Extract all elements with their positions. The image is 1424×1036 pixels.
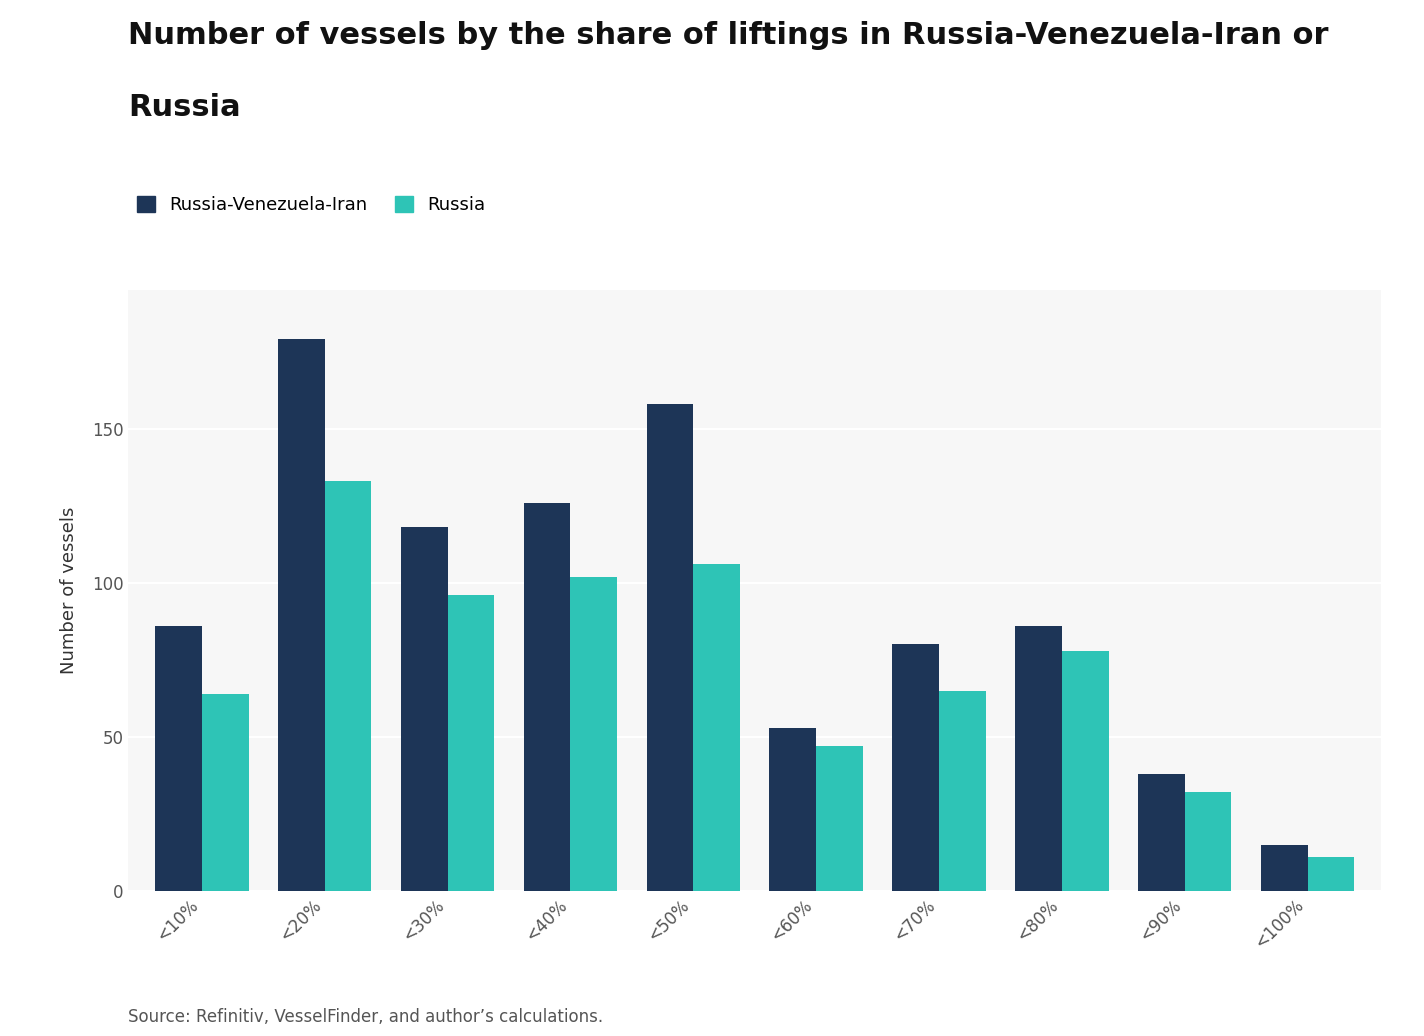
Text: Russia: Russia <box>128 93 241 122</box>
Bar <box>571 577 617 891</box>
Bar <box>524 502 571 891</box>
Bar <box>816 746 863 891</box>
Bar <box>1307 857 1354 891</box>
Bar <box>1185 793 1232 891</box>
Bar <box>278 340 325 891</box>
Bar <box>402 527 447 891</box>
Bar <box>202 694 249 891</box>
Bar <box>646 404 693 891</box>
Y-axis label: Number of vessels: Number of vessels <box>60 507 78 674</box>
Text: Number of vessels by the share of liftings in Russia-Venezuela-Iran or: Number of vessels by the share of liftin… <box>128 21 1329 50</box>
Bar <box>325 481 372 891</box>
Legend: Russia-Venezuela-Iran, Russia: Russia-Venezuela-Iran, Russia <box>137 196 486 213</box>
Text: Source: Refinitiv, VesselFinder, and author’s calculations.: Source: Refinitiv, VesselFinder, and aut… <box>128 1008 604 1026</box>
Bar <box>938 691 985 891</box>
Bar <box>769 727 816 891</box>
Bar <box>155 626 202 891</box>
Bar <box>893 644 938 891</box>
Bar <box>693 565 740 891</box>
Bar <box>1260 844 1307 891</box>
Bar <box>1015 626 1062 891</box>
Bar <box>1062 651 1108 891</box>
Bar <box>1138 774 1185 891</box>
Bar <box>447 595 494 891</box>
